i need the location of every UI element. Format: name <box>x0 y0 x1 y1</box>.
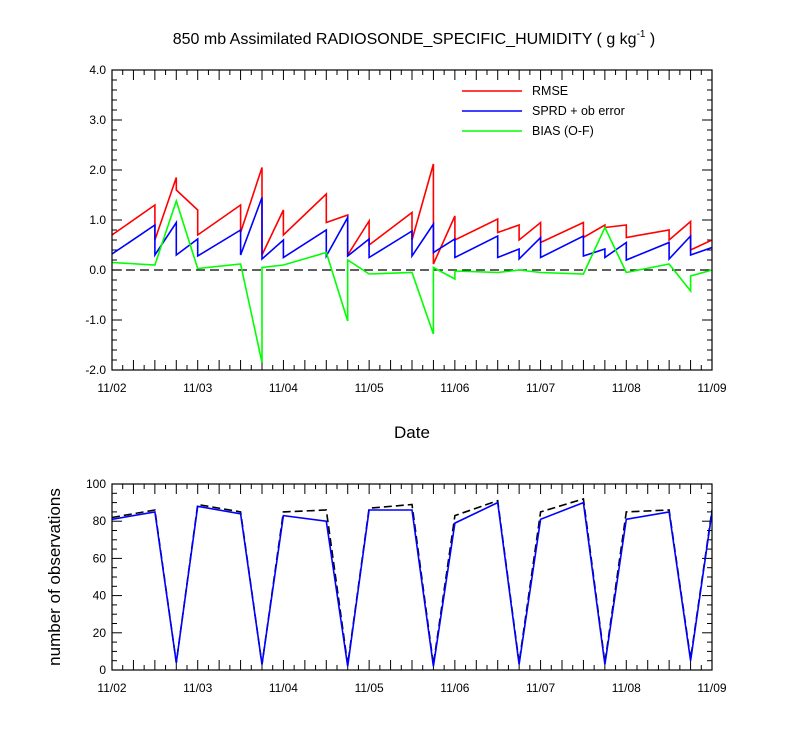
x-tick-label: 11/04 <box>269 381 298 395</box>
y-tick-label: 80 <box>93 514 107 528</box>
x-tick-label: 11/08 <box>612 381 641 395</box>
plot-frame <box>111 483 713 671</box>
y-tick-label: 100 <box>86 477 106 491</box>
top-chart-xlabel: Date <box>394 423 430 442</box>
x-tick-label: 11/02 <box>97 681 126 695</box>
bottom-chart-ylabel: number of observations <box>45 488 64 666</box>
x-tick-label: 11/07 <box>526 681 555 695</box>
x-tick-label: 11/03 <box>183 681 212 695</box>
y-tick-label: -1.0 <box>85 313 106 327</box>
legend-label-bias-o-f: BIAS (O-F) <box>532 124 594 138</box>
x-tick-label: 11/06 <box>440 681 469 695</box>
series-line-assimilated-observations <box>112 501 712 667</box>
y-tick-label: 4.0 <box>89 63 106 77</box>
y-tick-label: 3.0 <box>89 113 106 127</box>
title-close: ) <box>645 31 655 48</box>
x-tick-label: 11/05 <box>355 381 384 395</box>
top-chart: 11/02 11/03 11/04 11/05 11/06 11/07 11/08 11/09… <box>85 63 727 395</box>
title-superscript: -1 <box>637 29 646 40</box>
series-line-bias-o-f <box>112 198 712 363</box>
plot-frame <box>111 69 713 371</box>
x-tick-label: 11/05 <box>355 681 384 695</box>
y-tick-label: 20 <box>93 626 107 640</box>
x-tick-label: 11/06 <box>440 381 469 395</box>
y-tick-label: 0 <box>99 663 106 677</box>
y-tick-label: 1.0 <box>89 213 106 227</box>
series-line-possible-observations <box>112 497 712 665</box>
x-tick-label: 11/04 <box>269 681 298 695</box>
y-tick-label: 2.0 <box>89 163 106 177</box>
x-tick-label: 11/02 <box>97 381 126 395</box>
y-tick-label: 40 <box>93 589 107 603</box>
y-tick-label: -2.0 <box>85 363 106 377</box>
title-main: 850 mb Assimilated RADIOSONDE_SPECIFIC_H… <box>173 31 637 48</box>
legend-label-rmse: RMSE <box>532 84 568 98</box>
y-tick-label: 0.0 <box>89 263 106 277</box>
legend-label-sprd-ob-error: SPRD + ob error <box>532 104 625 118</box>
x-tick-label: 11/08 <box>612 681 641 695</box>
top-chart-title: 850 mb Assimilated RADIOSONDE_SPECIFIC_H… <box>173 29 656 48</box>
x-tick-label: 11/09 <box>697 381 726 395</box>
y-tick-label: 60 <box>93 551 107 565</box>
series-line-rmse <box>112 163 712 265</box>
x-tick-label: 11/09 <box>697 681 726 695</box>
x-tick-label: 11/03 <box>183 381 212 395</box>
x-tick-label: 11/07 <box>526 381 555 395</box>
bottom-chart: 11/02 11/03 11/04 11/05 11/06 11/07 11/08 11/09… <box>86 477 727 695</box>
series-line-sprd-ob-error <box>112 197 712 262</box>
